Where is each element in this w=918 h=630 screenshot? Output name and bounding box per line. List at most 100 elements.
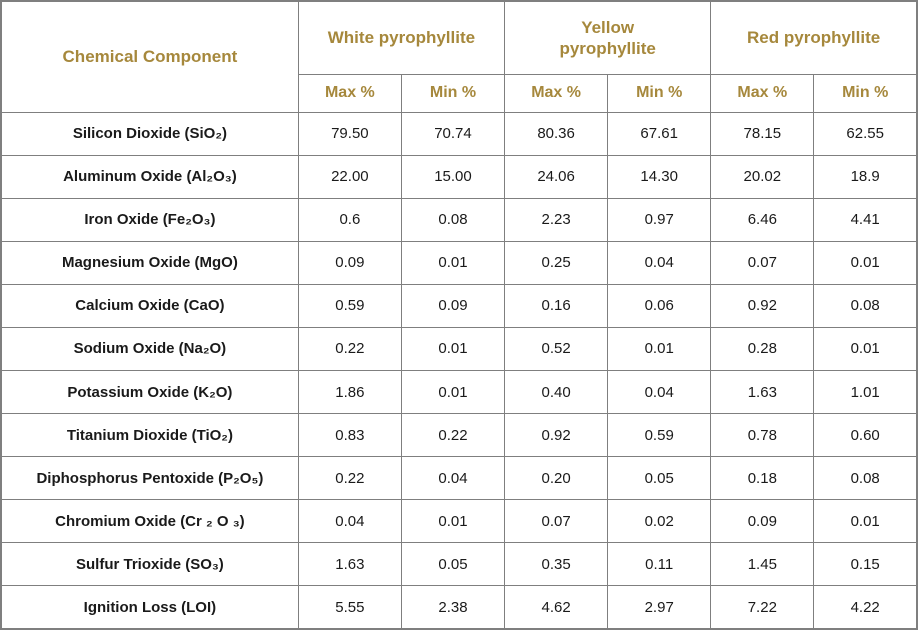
value-cell: 4.41 [813, 197, 918, 242]
component-label: Diphosphorus Pentoxide (P₂O₅) [0, 456, 299, 501]
value-cell: 2.38 [400, 585, 506, 630]
table-row: Chromium Oxide (Cr ₂ O ₃) 0.04 0.01 0.07 0.0… [0, 499, 918, 544]
value-cell: 0.04 [607, 369, 712, 415]
table-row: Iron Oxide (Fe₂O₃) 0.6 0.08 2.23 0.97 6.46 4.4… [0, 197, 918, 242]
table-row: Diphosphorus Pentoxide (P₂O₅) 0.22 0.04 0.2… [0, 456, 918, 501]
value-cell: 0.59 [297, 283, 402, 328]
value-cell: 0.09 [297, 240, 402, 285]
value-cell: 0.20 [504, 456, 609, 501]
value-cell: 0.28 [710, 326, 815, 371]
value-cell: 0.04 [607, 240, 712, 285]
value-cell: 0.18 [710, 456, 815, 501]
value-cell: 0.04 [297, 499, 402, 544]
component-label: Calcium Oxide (CaO) [0, 283, 299, 328]
value-cell: 2.23 [504, 197, 609, 242]
value-cell: 1.63 [297, 542, 402, 587]
value-cell: 0.6 [297, 197, 402, 242]
value-cell: 0.35 [504, 542, 609, 587]
value-cell: 1.86 [297, 369, 402, 415]
value-cell: 0.01 [400, 326, 506, 371]
table-body: Silicon Dioxide (SiO₂) 79.50 70.74 80.36 67.… [0, 111, 918, 630]
component-label: Sodium Oxide (Na₂O) [0, 326, 299, 371]
value-cell: 0.22 [400, 413, 506, 458]
value-cell: 0.01 [813, 240, 918, 285]
value-cell: 0.22 [297, 456, 402, 501]
value-cell: 0.02 [607, 499, 712, 544]
subheader-yellow-min: Min % [607, 73, 712, 113]
value-cell: 0.78 [710, 413, 815, 458]
value-cell: 62.55 [813, 111, 918, 156]
table-row: Sulfur Trioxide (SO₃) 1.63 0.05 0.35 0.11 1.4… [0, 542, 918, 587]
table-row: Magnesium Oxide (MgO) 0.09 0.01 0.25 0.04 0.0… [0, 240, 918, 285]
component-label: Silicon Dioxide (SiO₂) [0, 111, 299, 156]
value-cell: 0.04 [400, 456, 506, 501]
value-cell: 2.97 [607, 585, 712, 630]
value-cell: 6.46 [710, 197, 815, 242]
value-cell: 0.01 [400, 499, 506, 544]
group-header-yellow-pyrophyllite: Yellow pyrophyllite [504, 0, 712, 75]
component-label: Ignition Loss (LOI) [0, 585, 299, 630]
table-header: Chemical Component White pyrophyllite Ye… [0, 0, 918, 113]
sub-header-row: Max % Min % Max % Min % Max % Min % [1, 73, 918, 113]
value-cell: 0.52 [504, 326, 609, 371]
subheader-yellow-max: Max % [504, 73, 609, 113]
value-cell: 0.01 [607, 326, 712, 371]
component-label: Iron Oxide (Fe₂O₃) [0, 197, 299, 242]
value-cell: 0.92 [710, 283, 815, 328]
group-header-white-pyrophyllite: White pyrophyllite [297, 0, 506, 75]
value-cell: 5.55 [297, 585, 402, 630]
value-cell: 0.07 [710, 240, 815, 285]
value-cell: 7.22 [710, 585, 815, 630]
component-label: Titanium Dioxide (TiO₂) [0, 413, 299, 458]
value-cell: 70.74 [400, 111, 506, 156]
table-row: Ignition Loss (LOI) 5.55 2.38 4.62 2.97 7.22 4… [0, 585, 918, 630]
value-cell: 0.11 [607, 542, 712, 587]
table-row: Calcium Oxide (CaO) 0.59 0.09 0.16 0.06 0.92 0… [0, 283, 918, 328]
value-cell: 1.01 [813, 369, 918, 415]
value-cell: 1.63 [710, 369, 815, 415]
value-cell: 20.02 [710, 154, 815, 199]
value-cell: 80.36 [504, 111, 609, 156]
value-cell: 0.05 [400, 542, 506, 587]
value-cell: 0.08 [400, 197, 506, 242]
value-cell: 67.61 [607, 111, 712, 156]
value-cell: 0.40 [504, 369, 609, 415]
component-label: Magnesium Oxide (MgO) [0, 240, 299, 285]
table-row: Titanium Dioxide (TiO₂) 0.83 0.22 0.92 0.59 0… [0, 413, 918, 458]
table-row: Aluminum Oxide (Al₂O₃) 22.00 15.00 24.06 14.… [0, 154, 918, 199]
value-cell: 0.06 [607, 283, 712, 328]
table-row: Sodium Oxide (Na₂O) 0.22 0.01 0.52 0.01 0.28 0… [0, 326, 918, 371]
value-cell: 0.08 [813, 283, 918, 328]
value-cell: 0.97 [607, 197, 712, 242]
value-cell: 24.06 [504, 154, 609, 199]
subheader-red-max: Max % [710, 73, 815, 113]
component-label: Potassium Oxide (K₂O) [0, 369, 299, 415]
value-cell: 15.00 [400, 154, 506, 199]
value-cell: 0.08 [813, 456, 918, 501]
value-cell: 0.22 [297, 326, 402, 371]
value-cell: 0.59 [607, 413, 712, 458]
subheader-white-max: Max % [297, 73, 402, 113]
group-header-row: Chemical Component White pyrophyllite Ye… [0, 0, 918, 113]
value-cell: 0.16 [504, 283, 609, 328]
corner-header: Chemical Component [0, 0, 299, 113]
value-cell: 0.09 [400, 283, 506, 328]
value-cell: 78.15 [710, 111, 815, 156]
value-cell: 0.09 [710, 499, 815, 544]
component-label: Aluminum Oxide (Al₂O₃) [0, 154, 299, 199]
value-cell: 0.01 [813, 499, 918, 544]
value-cell: 4.62 [504, 585, 609, 630]
value-cell: 79.50 [297, 111, 402, 156]
component-label: Sulfur Trioxide (SO₃) [0, 542, 299, 587]
value-cell: 0.01 [813, 326, 918, 371]
value-cell: 4.22 [813, 585, 918, 630]
table-row: Potassium Oxide (K₂O) 1.86 0.01 0.40 0.04 1.6… [0, 369, 918, 415]
value-cell: 0.25 [504, 240, 609, 285]
value-cell: 0.05 [607, 456, 712, 501]
value-cell: 0.83 [297, 413, 402, 458]
value-cell: 14.30 [607, 154, 712, 199]
value-cell: 0.07 [504, 499, 609, 544]
value-cell: 0.92 [504, 413, 609, 458]
subheader-red-min: Min % [813, 73, 918, 113]
